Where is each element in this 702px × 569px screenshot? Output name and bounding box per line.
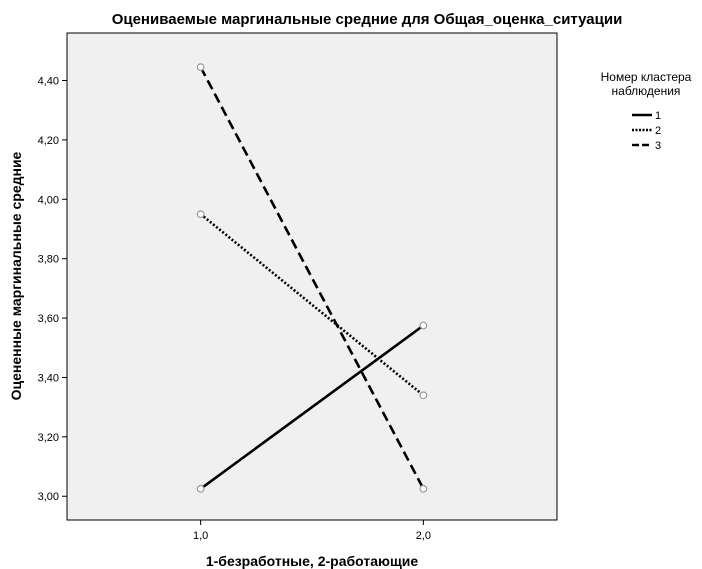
data-point-series-3 (419, 484, 428, 493)
data-point-series-1 (419, 321, 428, 330)
legend-title-line-1: Номер кластера (601, 70, 692, 84)
legend-title-line-2: наблюдения (612, 84, 681, 98)
y-tick-label: 3,40 (38, 372, 59, 384)
legend-items: 1 2 3 (632, 110, 661, 152)
chart-title: Оцениваемые маргинальные средние для Общ… (112, 11, 623, 28)
legend-label-2: 2 (655, 125, 661, 137)
x-tick-label: 2,0 (416, 530, 431, 542)
series-line-1 (199, 324, 425, 490)
y-tick-label: 3,60 (38, 313, 59, 325)
y-tick-label: 4,20 (38, 135, 59, 147)
legend-label-1: 1 (655, 110, 661, 122)
series-markers (196, 63, 428, 493)
y-tick-label: 3,80 (38, 254, 59, 266)
x-axis-ticks: 1,0 2,0 (193, 520, 431, 542)
y-axis-label: Оцененные маргинальные средние (8, 151, 24, 400)
y-tick-label: 3,20 (38, 432, 59, 444)
y-axis-ticks: 3,00 3,20 3,40 3,60 3,80 4,00 4,20 4,40 (38, 76, 67, 503)
series-line-3 (199, 66, 425, 490)
x-axis-label: 1-безработные, 2-работающие (206, 553, 419, 569)
legend: Номер кластера наблюдения 1 2 3 (601, 70, 692, 152)
legend-label-3: 3 (655, 140, 661, 152)
x-tick-label: 1,0 (193, 530, 208, 542)
data-point-series-2 (196, 210, 205, 219)
plot-area (66, 32, 558, 521)
data-point-series-3 (196, 63, 205, 72)
series-lines (199, 66, 425, 490)
y-tick-label: 3,00 (38, 491, 59, 503)
data-point-series-2 (419, 391, 428, 400)
y-tick-label: 4,00 (38, 194, 59, 206)
y-tick-label: 4,40 (38, 76, 59, 88)
data-point-series-1 (196, 484, 205, 493)
